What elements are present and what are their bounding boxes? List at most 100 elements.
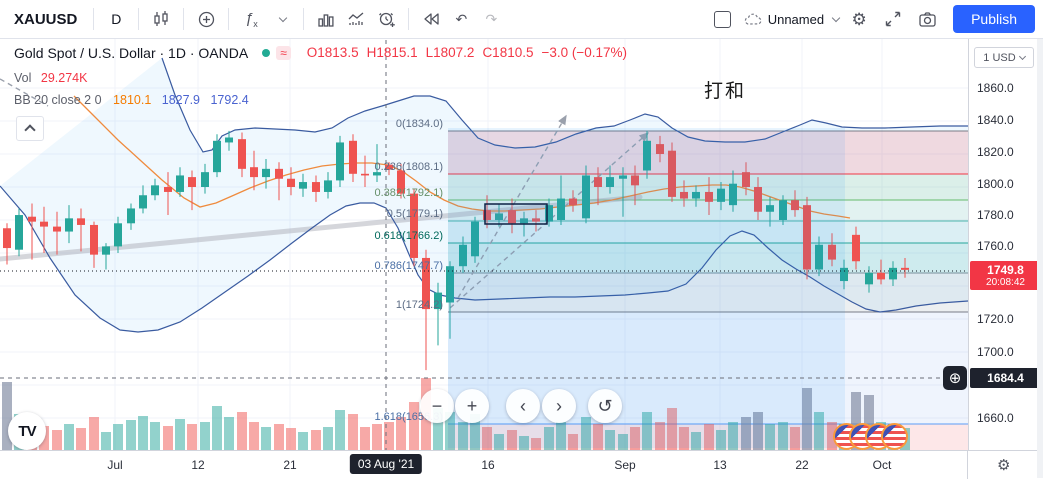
market-open-dot-icon bbox=[262, 49, 271, 57]
last-price-label: 1749.8 20:08:42 bbox=[970, 261, 1041, 290]
cloud-icon bbox=[744, 13, 762, 25]
crosshair-add-alert-button[interactable]: ⊕ bbox=[943, 366, 967, 390]
undo-icon[interactable]: ↶ bbox=[455, 10, 468, 27]
divider bbox=[183, 8, 185, 30]
last-price-value: 1749.8 bbox=[987, 263, 1024, 277]
svg-text:0.786(1747.7): 0.786(1747.7) bbox=[375, 260, 444, 272]
open-value: O1813.5 bbox=[306, 45, 359, 61]
layout-icon[interactable] bbox=[709, 5, 737, 33]
reset-chart-button[interactable]: ↺ bbox=[588, 389, 622, 423]
dashed-trendlines[interactable] bbox=[0, 78, 650, 309]
legend-volume-row[interactable]: Vol 29.274K bbox=[14, 72, 627, 85]
price-unit-dropdown[interactable]: 1 USD bbox=[974, 47, 1034, 68]
time-axis[interactable]: Jul 12 21 16 Sep 13 22 Oct 03 Aug '21 ⚙ bbox=[0, 450, 1043, 479]
redo-icon[interactable]: ↷ bbox=[485, 10, 498, 27]
volume-series bbox=[2, 378, 910, 450]
interval-button[interactable]: D bbox=[111, 11, 122, 27]
bollinger-fill bbox=[0, 58, 968, 332]
price-tick: 1660.0 bbox=[977, 411, 1014, 425]
approx-badge: ≈ bbox=[276, 46, 291, 60]
price-tick: 1780.0 bbox=[977, 208, 1014, 222]
crosshair bbox=[0, 40, 943, 450]
bar-countdown: 20:08:42 bbox=[986, 277, 1025, 288]
svg-text:0.382(1792.1): 0.382(1792.1) bbox=[375, 187, 444, 199]
svg-text:0.618(1766.2): 0.618(1766.2) bbox=[375, 230, 444, 242]
price-tick: 1700.0 bbox=[977, 345, 1014, 359]
tradingview-logo[interactable]: TV bbox=[8, 412, 46, 450]
price-tick: 1820.0 bbox=[977, 145, 1014, 159]
flag-emoji-icon bbox=[881, 423, 908, 450]
time-tick: 12 bbox=[191, 458, 205, 472]
bb-basis-value: 1810.1 bbox=[113, 92, 152, 107]
bb-label: BB 20 close 2 0 bbox=[14, 92, 102, 107]
legend-collapse-button[interactable] bbox=[16, 116, 44, 141]
indicator-templates-icon[interactable] bbox=[312, 5, 340, 33]
bollinger-band-lines bbox=[0, 57, 968, 333]
time-tick: 21 bbox=[283, 458, 297, 472]
price-tick: 1860.0 bbox=[977, 81, 1014, 95]
settings-gear-icon[interactable]: ⚙ bbox=[851, 9, 867, 29]
change-value: −3.0 (−0.17%) bbox=[541, 45, 628, 61]
time-tick: 16 bbox=[481, 458, 495, 472]
toolbar-left-group: XAUUSD D ƒx bbox=[0, 5, 709, 33]
time-tick: Oct bbox=[872, 458, 892, 472]
alert-icon[interactable] bbox=[372, 5, 400, 33]
crosshair-price-label: 1684.4 bbox=[970, 368, 1041, 388]
svg-text:0(1834.0): 0(1834.0) bbox=[396, 118, 443, 130]
zoom-out-button[interactable]: − bbox=[420, 389, 454, 423]
symbol-button[interactable]: XAUUSD bbox=[14, 10, 78, 28]
drawn-rectangle[interactable] bbox=[484, 203, 548, 225]
ohlc-values: O1813.5 H1815.1 L1807.2 C1810.5 −3.0 (−0… bbox=[307, 46, 627, 60]
divider bbox=[138, 8, 140, 30]
time-tick: Sep bbox=[614, 458, 636, 472]
time-tick: 22 bbox=[795, 458, 809, 472]
axis-corner-divider bbox=[967, 451, 968, 479]
main-chart[interactable]: 0(1834.0) 0.236(1808.1) 0.382(1792.1) 0.5(1… bbox=[0, 38, 968, 450]
forecast-icon[interactable] bbox=[342, 5, 370, 33]
price-unit-label: 1 USD bbox=[983, 51, 1016, 64]
indicators-dropdown-chevron-icon[interactable] bbox=[267, 5, 295, 33]
chevron-up-icon bbox=[24, 124, 36, 136]
price-tick: 1840.0 bbox=[977, 113, 1014, 127]
chart-style-icon[interactable] bbox=[147, 5, 175, 33]
layout-name: Unnamed bbox=[767, 11, 825, 27]
compare-icon[interactable] bbox=[192, 5, 220, 33]
svg-text:1(1724.2): 1(1724.2) bbox=[396, 299, 443, 311]
chart-legend: Gold Spot / U.S. Dollar · 1D · OANDA ≈ O… bbox=[14, 46, 627, 106]
snapshot-camera-icon[interactable] bbox=[913, 5, 941, 33]
time-tick: Jul bbox=[107, 458, 123, 472]
indicators-icon[interactable]: ƒx bbox=[244, 9, 258, 29]
svg-text:0.236(1808.1): 0.236(1808.1) bbox=[375, 161, 444, 173]
replay-icon[interactable] bbox=[417, 5, 445, 33]
divider bbox=[408, 8, 410, 30]
save-layout-button[interactable]: Unnamed bbox=[743, 5, 841, 33]
divider bbox=[303, 8, 305, 30]
price-axis[interactable]: 1 USD 1860.0 1840.0 1820.0 1800.0 1780.0 1760… bbox=[968, 38, 1043, 450]
divider bbox=[228, 8, 230, 30]
time-tick: 13 bbox=[713, 458, 727, 472]
fib-level-labels: 0(1834.0) 0.236(1808.1) 0.382(1792.1) 0.5(1… bbox=[375, 118, 444, 423]
price-tick: 1720.0 bbox=[977, 312, 1014, 326]
toolbar-right-group: Unnamed ⚙ Publish bbox=[709, 5, 1043, 33]
candlestick-series bbox=[3, 130, 909, 371]
price-tick: 1800.0 bbox=[977, 177, 1014, 191]
chart-text-annotation[interactable]: 打和 bbox=[704, 81, 747, 102]
close-value: C1810.5 bbox=[482, 45, 534, 61]
chevron-down-icon bbox=[1018, 52, 1026, 61]
publish-button[interactable]: Publish bbox=[953, 5, 1035, 33]
legend-symbol-row[interactable]: Gold Spot / U.S. Dollar · 1D · OANDA ≈ O… bbox=[14, 46, 627, 60]
price-tick: 1760.0 bbox=[977, 239, 1014, 253]
volume-value: 29.274K bbox=[40, 71, 88, 85]
bb-lower-value: 1792.4 bbox=[210, 92, 249, 107]
zoom-in-button[interactable]: + bbox=[455, 389, 489, 423]
legend-bb-row[interactable]: BB 20 close 2 0 1810.1 1827.9 1792.4 bbox=[14, 92, 627, 107]
top-toolbar: XAUUSD D ƒx bbox=[0, 0, 1043, 39]
fullscreen-icon[interactable] bbox=[879, 5, 907, 33]
low-value: L1807.2 bbox=[425, 45, 475, 61]
scroll-left-button[interactable]: ‹ bbox=[506, 389, 540, 423]
time-axis-settings-icon[interactable]: ⚙ bbox=[997, 457, 1011, 474]
bb-upper-value: 1827.9 bbox=[161, 92, 200, 107]
legend-title: Gold Spot / U.S. Dollar · 1D · OANDA bbox=[14, 45, 249, 61]
scroll-right-button[interactable]: › bbox=[542, 389, 576, 423]
